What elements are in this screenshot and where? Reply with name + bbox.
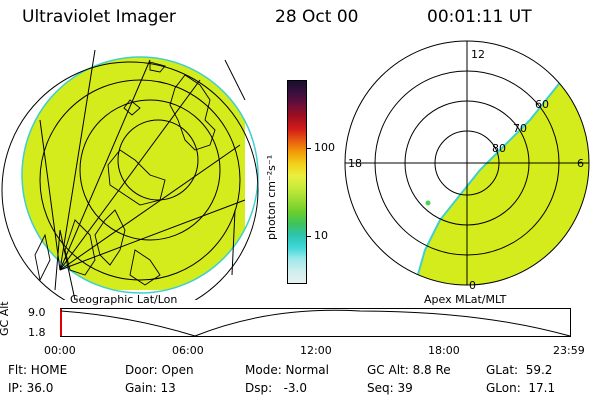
mlt-label-18: 18 bbox=[348, 157, 362, 170]
mlat-label-70: 70 bbox=[513, 122, 527, 135]
timeline-tick-0000: 00:00 bbox=[44, 344, 76, 357]
status-gain: Gain: 13 bbox=[125, 381, 176, 395]
status-ip: IP: 36.0 bbox=[8, 381, 54, 395]
timeline-tick-2359: 23:59 bbox=[553, 344, 585, 357]
colorbar-tick-100: 100 bbox=[314, 141, 335, 154]
app-title: Ultraviolet Imager bbox=[22, 7, 176, 27]
image-date: 28 Oct 00 bbox=[275, 7, 359, 27]
timeline-y-high: 9.0 bbox=[28, 306, 46, 319]
timeline-y-low: 1.8 bbox=[28, 326, 46, 339]
mlat-label-60: 60 bbox=[535, 98, 549, 111]
geographic-caption: Geographic Lat/Lon bbox=[70, 293, 178, 306]
timeline-tick-1800: 18:00 bbox=[428, 344, 460, 357]
apex-caption: Apex MLat/MLT bbox=[424, 293, 507, 306]
timeline-tick-0600: 06:00 bbox=[172, 344, 204, 357]
mlat-label-80: 80 bbox=[492, 142, 506, 155]
timeline-ylabel: GC Alt bbox=[0, 301, 11, 336]
status-mode: Mode: Normal bbox=[245, 363, 329, 377]
mlt-label-6: 6 bbox=[577, 157, 584, 170]
colorbar-tick-10: 10 bbox=[314, 229, 328, 242]
geographic-map bbox=[1, 49, 259, 300]
mlt-label-12: 12 bbox=[471, 48, 485, 61]
status-flight: Flt: HOME bbox=[8, 363, 68, 377]
coastlines bbox=[34, 61, 216, 286]
altitude-curve bbox=[60, 309, 571, 337]
auroral-oval bbox=[414, 41, 589, 285]
status-seq: Seq: 39 bbox=[367, 381, 413, 395]
status-glon: GLon: 17.1 bbox=[486, 381, 556, 395]
status-glat: GLat: 59.2 bbox=[486, 363, 553, 377]
lat-lon-grid bbox=[1, 49, 259, 300]
status-dsp: Dsp: -3.0 bbox=[245, 381, 308, 395]
altitude-timeline bbox=[60, 308, 571, 337]
polar-map: 12 18 6 0 80 70 60 bbox=[344, 40, 590, 292]
status-gc-alt: GC Alt: 8.8 Re bbox=[367, 363, 451, 377]
mlt-label-0: 0 bbox=[469, 279, 476, 292]
status-door: Door: Open bbox=[125, 363, 194, 377]
mlat-grid bbox=[344, 40, 590, 286]
image-time: 00:01:11 UT bbox=[427, 7, 532, 27]
left-map-image bbox=[22, 57, 245, 290]
colorbar bbox=[287, 80, 307, 284]
colorbar-unit-label: photon cm⁻²s⁻¹ bbox=[265, 154, 278, 240]
timeline-tick-1200: 12:00 bbox=[300, 344, 332, 357]
